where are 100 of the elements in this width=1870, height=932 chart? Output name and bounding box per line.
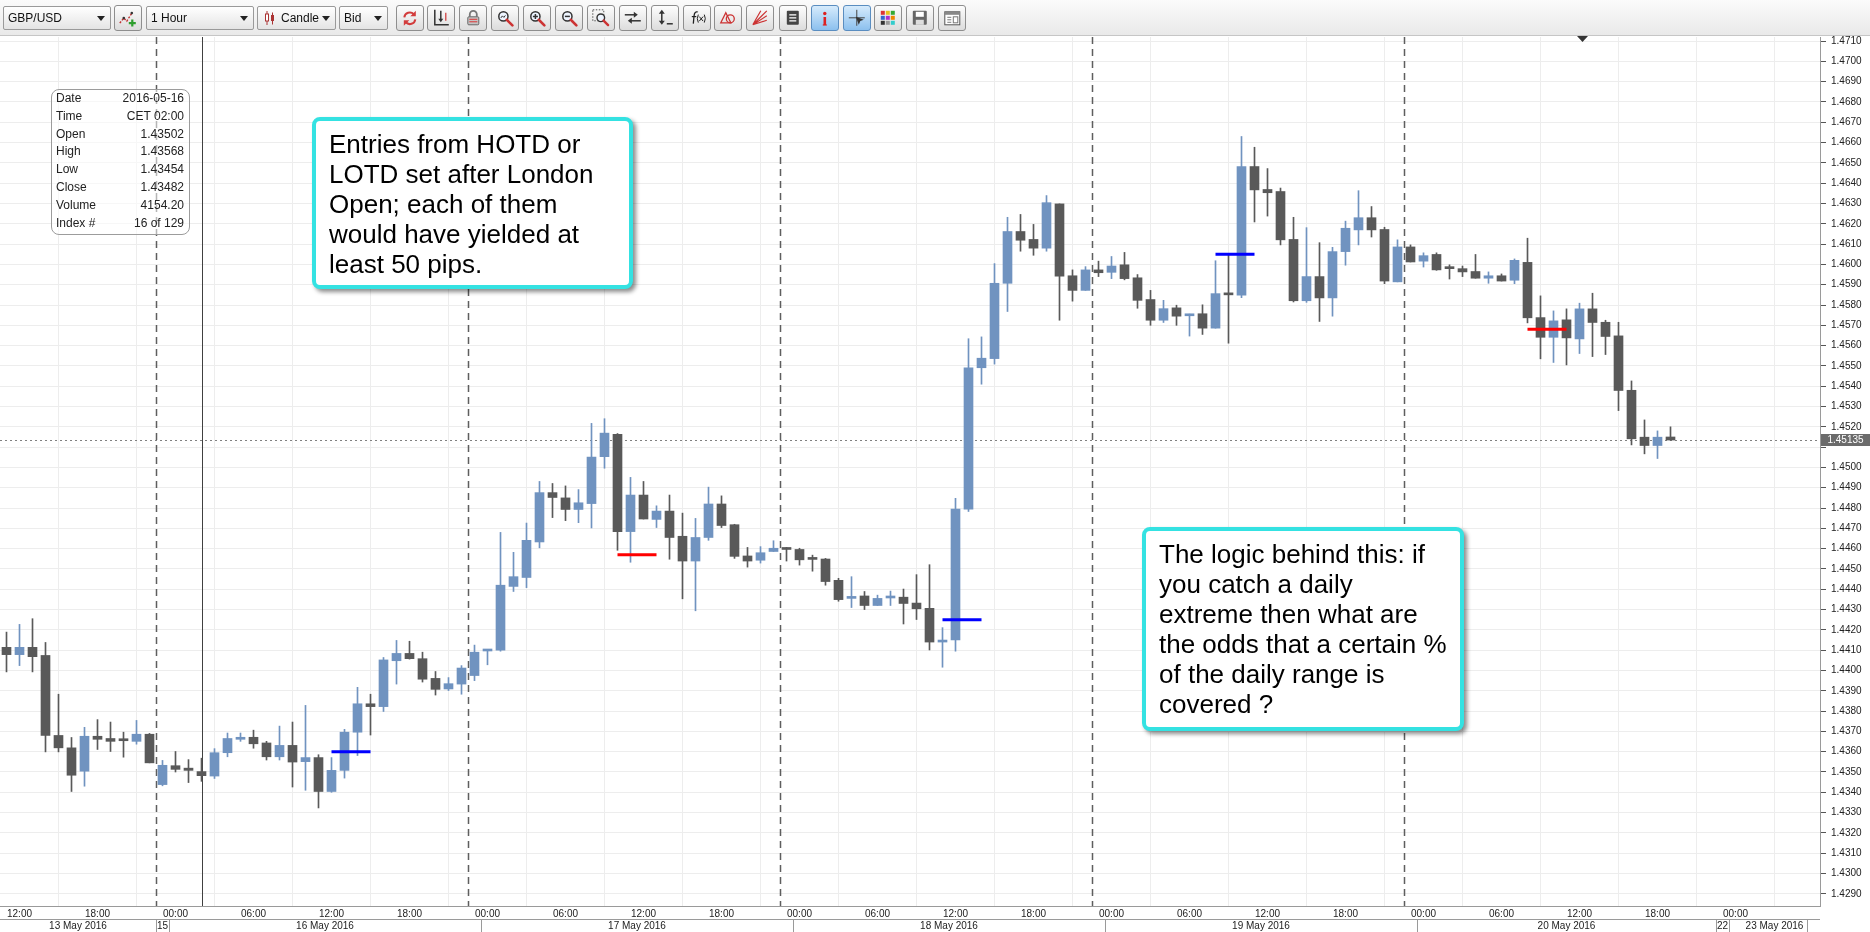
y-tick-label: 1.4400 (1831, 664, 1863, 676)
y-tick-label: 1.4450 (1831, 562, 1863, 574)
y-tick-label: 1.4620 (1831, 217, 1863, 229)
text: 18 May 2016 (920, 919, 979, 931)
annotation: 16 of 129 (133, 214, 184, 232)
y-tick-label: 1.4340 (1831, 786, 1863, 798)
y-tick-label: 1.4420 (1831, 623, 1863, 635)
x-tick-label: 12:00 (1254, 907, 1281, 919)
annotation: Time (56, 107, 83, 125)
y-tick-label: 1.4480 (1831, 501, 1863, 513)
text: 15 (156, 919, 169, 931)
x-tick-label: 00:00 (1410, 907, 1437, 919)
y-tick-label: 1.4650 (1831, 156, 1863, 168)
price-side-dropdown: Bid (339, 6, 388, 30)
y-tick-label: 1.4570 (1831, 319, 1863, 331)
y-tick-label: 1.4360 (1831, 745, 1863, 757)
annotation: High (56, 143, 81, 161)
annotation: Index # (56, 214, 96, 232)
text: 19 May 2016 (1232, 919, 1291, 931)
x-tick-label: 12:00 (1566, 907, 1593, 919)
y-tick-label: 1.4310 (1831, 846, 1863, 858)
x-tick-label: 18:00 (84, 907, 111, 919)
y-tick-label: 1.4560 (1831, 339, 1863, 351)
annotation: 1.43568 (140, 143, 184, 161)
x-tick-label: 00:00 (786, 907, 813, 919)
x-tick-label: 12:00 (6, 907, 33, 919)
y-tick-label: 1.4600 (1831, 258, 1863, 270)
text: 17 May 2016 (608, 919, 667, 931)
y-tick-label: 1.4370 (1831, 725, 1863, 737)
timeframe-dropdown: 1 Hour (146, 6, 254, 30)
y-tick-label: 1.4580 (1831, 298, 1863, 310)
annotation: Low (56, 161, 79, 179)
chart-type-dropdown: Candle (257, 6, 336, 30)
ref-line-label: 1.45135 (1827, 434, 1865, 446)
x-tick-label: 06:00 (1176, 907, 1203, 919)
x-tick-label: 12:00 (942, 907, 969, 919)
y-tick-label: 1.4320 (1831, 826, 1863, 838)
x-tick-label: 18:00 (396, 907, 423, 919)
x-tick-label: 18:00 (1020, 907, 1047, 919)
x-tick-label: 00:00 (162, 907, 189, 919)
x-tick-label: 00:00 (474, 907, 501, 919)
annotation: Open (56, 125, 86, 143)
x-tick-label: 12:00 (630, 907, 657, 919)
y-tick-label: 1.4590 (1831, 278, 1863, 290)
y-tick-label: 1.4660 (1831, 136, 1863, 148)
y-tick-label: 1.4430 (1831, 603, 1863, 615)
callout-box: The logic behind this: if you catch a daily extreme then what are the odds that a certain % of the daily range is covered ? (1142, 527, 1464, 731)
x-tick-label: 12:00 (318, 907, 345, 919)
y-tick-label: 1.4710 (1831, 34, 1863, 46)
y-tick-label: 1.4330 (1831, 806, 1863, 818)
y-tick-label: 1.4520 (1831, 420, 1863, 432)
y-tick-label: 1.4640 (1831, 176, 1863, 188)
text: 23 May 2016 (1745, 919, 1804, 931)
chart-title: GBP/USD (8, 10, 63, 27)
annotation: 2016-05-16 (122, 90, 184, 107)
annotation: 1.43454 (140, 161, 184, 179)
y-tick-label: 1.4350 (1831, 765, 1863, 777)
y-tick-label: 1.4460 (1831, 542, 1863, 554)
x-tick-label: 18:00 (708, 907, 735, 919)
y-tick-label: 1.4530 (1831, 400, 1863, 412)
text: 20 May 2016 (1537, 919, 1596, 931)
y-tick-label: 1.4700 (1831, 55, 1863, 67)
y-tick-label: 1.4380 (1831, 704, 1863, 716)
annotation: The logic behind this: if you catch a daily extreme then what are the odds that a certain % of the daily range is covered ? (1159, 539, 1447, 719)
x-tick-label: 18:00 (1332, 907, 1359, 919)
y-tick-label: 1.4630 (1831, 197, 1863, 209)
callout-box: Entries from HOTD or LOTD set after London Open; each of them would have yielded at least 50 pips. (312, 117, 633, 289)
annotation: CET 02:00 (126, 107, 184, 125)
y-tick-label: 1.4290 (1831, 887, 1863, 899)
text: 16 May 2016 (296, 919, 355, 931)
annotation: Entries from HOTD or LOTD set after London Open; each of them would have yielded at least 50 pips. (329, 129, 594, 279)
annotation: 1.43502 (140, 125, 184, 143)
y-tick-label: 1.4550 (1831, 359, 1863, 371)
text: 22 (1716, 919, 1729, 931)
x-tick-label: 06:00 (1488, 907, 1515, 919)
x-tick-label: 18:00 (1644, 907, 1671, 919)
y-tick-label: 1.4410 (1831, 643, 1863, 655)
y-tick-label: 1.4390 (1831, 684, 1863, 696)
y-tick-label: 1.4670 (1831, 116, 1863, 128)
annotation: 4154.20 (140, 196, 184, 214)
y-tick-label: 1.4500 (1831, 461, 1863, 473)
y-tick-label: 1.4680 (1831, 95, 1863, 107)
y-tick-label: 1.4300 (1831, 867, 1863, 879)
x-tick-label: 00:00 (1098, 907, 1125, 919)
symbol-dropdown: GBP/USD (3, 6, 111, 30)
annotation: 1.43482 (140, 179, 184, 196)
y-tick-label: 1.4490 (1831, 481, 1863, 493)
y-tick-label: 1.4470 (1831, 522, 1863, 534)
y-tick-label: 1.4690 (1831, 75, 1863, 87)
text: 13 May 2016 (49, 919, 108, 931)
y-tick-label: 1.4440 (1831, 583, 1863, 595)
y-tick-label: 1.4540 (1831, 379, 1863, 391)
annotation: Close (56, 179, 87, 196)
x-tick-label: 00:00 (1722, 907, 1749, 919)
annotation: Volume (56, 196, 97, 214)
x-tick-label: 06:00 (552, 907, 579, 919)
y-tick-label: 1.4610 (1831, 237, 1863, 249)
x-tick-label: 06:00 (864, 907, 891, 919)
annotation: Date (56, 90, 82, 107)
x-tick-label: 06:00 (240, 907, 267, 919)
